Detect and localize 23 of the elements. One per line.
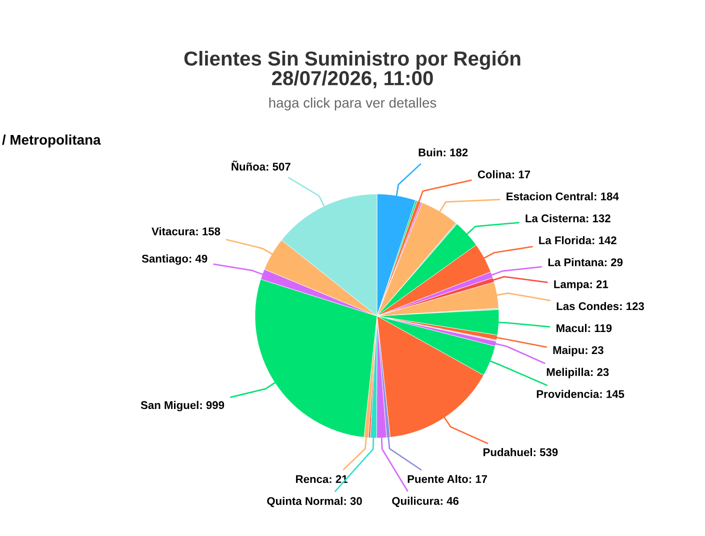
- text: / Metropolitana: [2, 134, 101, 148]
- slice-label: Macul: 119: [556, 324, 612, 332]
- slice-label: Lampa: 21: [554, 280, 608, 290]
- slice-label: Las Condes: 123: [556, 302, 644, 310]
- slice-label: Melipilla: 23: [546, 368, 609, 378]
- slice-label: Estacion Central: 184: [506, 192, 619, 200]
- slice-label: La Cisterna: 132: [526, 214, 610, 222]
- slice-label: La Florida: 142: [539, 236, 616, 244]
- chart-title: Clientes Sin Suministro por Región 28/07/2026, 11:00: [184, 50, 520, 88]
- slice-label: San Miguel: 999: [140, 400, 224, 412]
- slice-label: Pudahuel: 539: [484, 448, 558, 456]
- slice-label: Santiago: 49: [142, 254, 208, 265]
- slice-label: La Pintana: 29: [548, 258, 623, 266]
- slice-label: Quinta Normal: 30: [267, 496, 362, 508]
- chart-subtitle: haga click para ver detalles: [269, 98, 436, 110]
- slice-label: Ñuñoa: 507: [232, 160, 290, 171]
- slice-label: Puente Alto: 17: [408, 474, 488, 483]
- slice-label: Colina: 17: [478, 170, 530, 178]
- slice-label: Quilicura: 46: [392, 496, 459, 507]
- slice-label: Maipu: 23: [553, 346, 604, 356]
- slice-label: Buin: 182: [418, 148, 468, 156]
- slice-label: Providencia: 145: [536, 390, 624, 398]
- slice-label: Vitacura: 158: [152, 227, 220, 236]
